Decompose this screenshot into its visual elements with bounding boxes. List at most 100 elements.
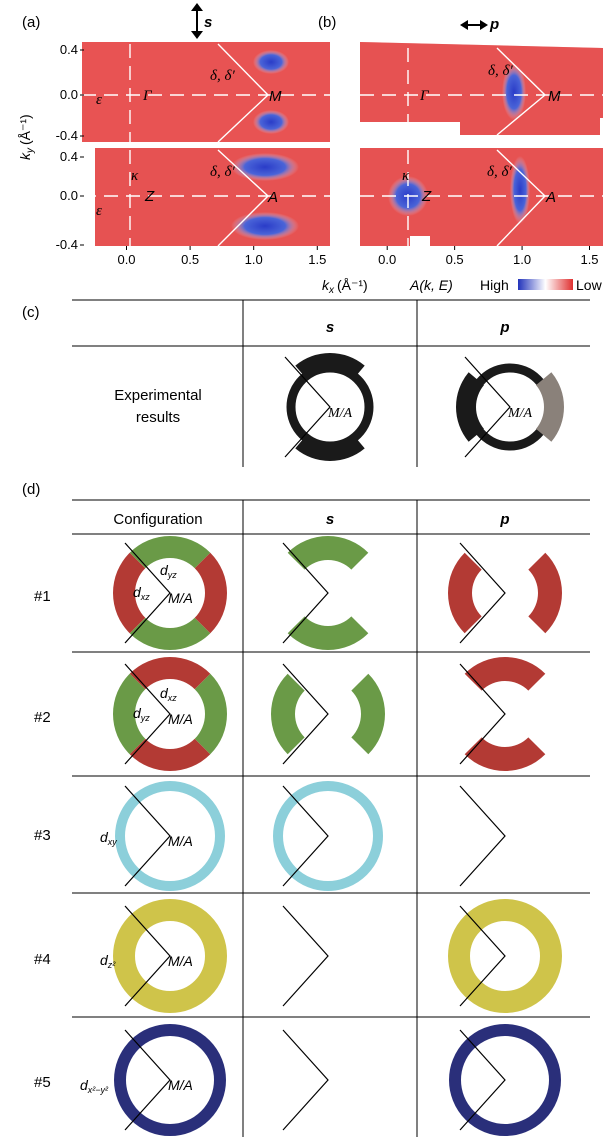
r5-s-wedge xyxy=(282,1029,329,1131)
ky-tick-top-3: -0.4 xyxy=(56,128,78,143)
exp-p-right-arc xyxy=(536,372,564,442)
ky-tick-top-1: 0.4 xyxy=(60,42,78,57)
kx-tick-label: 0.5 xyxy=(181,252,199,267)
kappa-label-b: κ xyxy=(402,168,410,184)
r5-p-wedge xyxy=(459,1029,506,1131)
map-b-top xyxy=(360,42,603,135)
r3-p-wedge xyxy=(459,785,506,887)
ky-tick-bot-2: 0.0 xyxy=(60,188,78,203)
p-polarization-arrow-icon xyxy=(460,20,488,30)
row-3-orbital: dxy xyxy=(100,829,117,847)
kx-tick-label: 1.5 xyxy=(580,252,598,267)
panel-a-label: (a) xyxy=(22,14,40,31)
r1-s-wedge xyxy=(282,542,329,644)
map-guide-lines xyxy=(82,44,603,246)
row-2-orbital-2: dyz xyxy=(133,705,150,723)
p-polarization-label: p xyxy=(489,16,499,33)
delta-label-a-bottom: δ, δ′ xyxy=(210,164,235,180)
config-header: Configuration xyxy=(113,511,202,528)
r2-p-red-bottom xyxy=(464,737,546,771)
r2-s-green-left xyxy=(270,673,305,755)
exp-s-center: M/A xyxy=(327,406,353,421)
kx-tick-label: 1.0 xyxy=(245,252,263,267)
r4-p-yellow-ring xyxy=(448,899,562,1013)
kx-tick-label: 0.5 xyxy=(446,252,464,267)
gamma-label-a: Γ xyxy=(142,88,153,104)
eps-label-a-top: ε xyxy=(96,92,102,108)
r1-cfg-red-right xyxy=(194,552,227,634)
panel-c-label: (c) xyxy=(22,304,40,321)
table-d-header-s: s xyxy=(326,511,334,528)
r1-s-green-top xyxy=(287,536,369,570)
delta-label-b-bottom: δ, δ′ xyxy=(487,164,512,180)
kappa-label-a: κ xyxy=(131,168,139,184)
r4-cfg-wedge xyxy=(124,905,171,1007)
exp-p-left-arc xyxy=(456,372,484,442)
row-4-orbital: dz² xyxy=(100,952,116,970)
r1-p-red-left xyxy=(447,552,482,634)
exp-results-line2: results xyxy=(136,409,180,426)
eps-label-a-bottom: ε xyxy=(96,203,102,219)
ky-axis-label: ky(Å⁻¹) xyxy=(17,114,36,160)
table-c-header-p: p xyxy=(499,319,509,336)
kx-tick-label: 0.0 xyxy=(378,252,396,267)
r2-cfg-green-left xyxy=(112,673,146,755)
r5-cfg-center-label: M/A xyxy=(168,1077,193,1093)
M-label-b: M xyxy=(548,88,561,105)
r1-p-red-right xyxy=(528,552,562,634)
ky-tick-marks xyxy=(80,49,84,246)
r3-s-cyan-ring xyxy=(273,781,383,891)
row-1-id: #1 xyxy=(34,588,51,605)
ky-tick-bot-3: -0.4 xyxy=(56,237,78,252)
r2-s-wedge xyxy=(282,663,329,765)
s-polarization-arrow-icon xyxy=(191,3,203,39)
row-1-orbital-1: dyz xyxy=(160,562,177,580)
r2-p-wedge xyxy=(459,663,506,765)
colorbar-high: High xyxy=(480,277,509,293)
delta-label-b-top: δ, δ′ xyxy=(488,63,513,79)
r5-p-navy-ring xyxy=(449,1024,561,1136)
exp-results-line1: Experimental xyxy=(114,387,202,404)
s-polarization-label: s xyxy=(204,14,212,31)
r1-p-wedge xyxy=(459,542,506,644)
map-b-bottom xyxy=(360,148,603,246)
table-d-cells: M/A M/A M/A M/A M/A xyxy=(112,536,562,1136)
kx-tick-label: 1.5 xyxy=(308,252,326,267)
row-3-id: #3 xyxy=(34,827,51,844)
kx-ticks-b: 0.0 0.5 1.0 1.5 xyxy=(378,246,599,267)
colorbar-low: Low xyxy=(576,277,603,293)
exp-s-bottom-arc xyxy=(295,434,365,461)
map-wedges xyxy=(217,43,547,247)
row-5-orbital: dx²−y² xyxy=(80,1077,109,1095)
r1-cfg-green-bottom xyxy=(129,617,211,650)
row-2-id: #2 xyxy=(34,709,51,726)
r4-cfg-yellow-ring xyxy=(113,899,227,1013)
colorbar xyxy=(518,279,573,290)
r2-cfg-red-top xyxy=(129,657,211,690)
r4-p-wedge xyxy=(459,905,506,1007)
r2-cfg-center-label: M/A xyxy=(168,711,193,727)
row-4-id: #4 xyxy=(34,951,51,968)
exp-p-center: M/A xyxy=(507,406,533,421)
r4-s-wedge xyxy=(282,905,329,1007)
r1-s-green-bottom xyxy=(287,616,369,651)
kx-tick-label: 1.0 xyxy=(513,252,531,267)
r2-p-red-top xyxy=(464,656,546,691)
ky-tick-bot-1: 0.4 xyxy=(60,149,78,164)
M-label-a: M xyxy=(269,88,282,105)
table-d-lines xyxy=(72,499,590,1137)
r1-cfg-green-top xyxy=(129,536,211,569)
exp-p-wedge xyxy=(464,356,511,458)
r2-cfg-green-right xyxy=(194,673,228,755)
A-label-a: A xyxy=(267,189,278,206)
r2-cfg-red-bottom xyxy=(129,738,211,771)
panel-d-label: (d) xyxy=(22,481,40,498)
table-c-header-s: s xyxy=(326,319,334,336)
row-5-id: #5 xyxy=(34,1074,51,1091)
Z-label-b: Z xyxy=(421,188,432,205)
delta-label-a-top: δ, δ′ xyxy=(210,68,235,84)
kx-tick-label: 0.0 xyxy=(117,252,135,267)
r4-cfg-center-label: M/A xyxy=(168,953,193,969)
r3-cfg-cyan-ring xyxy=(115,781,225,891)
